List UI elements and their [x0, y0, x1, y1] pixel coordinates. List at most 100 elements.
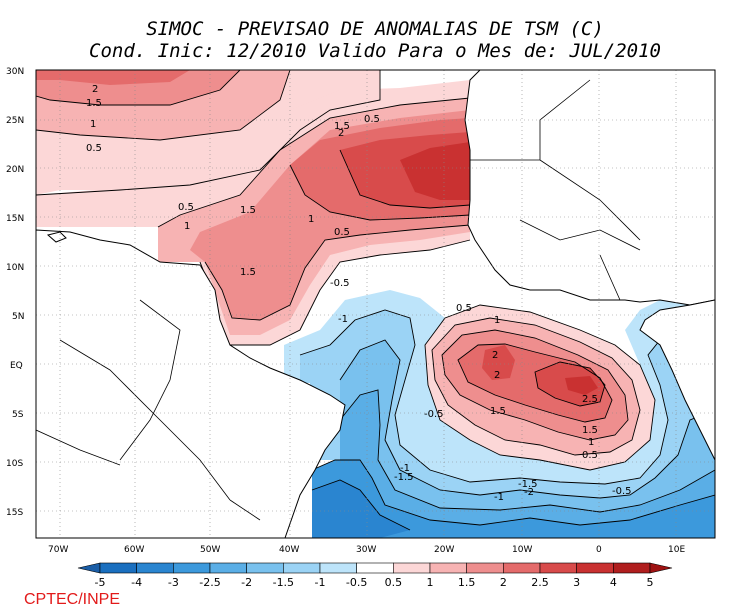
colorbar-swatch [356, 562, 394, 574]
pos-anomaly-guinea-3 [565, 376, 598, 395]
lat-tick-label: 5N [12, 312, 24, 322]
colorbar-label: 1.5 [458, 576, 476, 589]
contour-label: 1.5 [240, 205, 256, 216]
lat-axis: 30N 25N 20N 15N 10N 5N EQ 5S 10S 15S [6, 67, 24, 518]
contour-line [299, 309, 715, 485]
contour-label: -2 [524, 487, 534, 498]
contour-label: 2 [494, 370, 500, 381]
colorbar-swatch [393, 562, 431, 574]
contour-line [441, 329, 629, 441]
map-title: SIMOC - PREVISAO DE ANOMALIAS DE TSM (C) [146, 18, 604, 40]
contour-label: 0.5 [334, 227, 350, 238]
contour-label: 0.5 [582, 450, 598, 461]
contour-label: -0.5 [330, 278, 350, 289]
lon-tick-label: 40W [279, 545, 299, 555]
lat-tick-label: 30N [6, 67, 24, 77]
contour-labels: 2 1.5 1 0.5 1.5 2 0.5 0.5 1 1.5 1 0.5 1.… [86, 84, 632, 503]
colorbar-swatch [613, 562, 651, 574]
contour-line [36, 70, 241, 106]
colorbar-label: 0.5 [385, 576, 403, 589]
colorbar-label: -0.5 [346, 576, 367, 589]
contour-label: 1 [90, 119, 96, 130]
contour-line [311, 459, 715, 526]
colorbar-label: -2.5 [199, 576, 220, 589]
country-borders [36, 79, 641, 521]
lat-tick-label: 20N [6, 165, 24, 175]
contour-label: 0.5 [364, 114, 380, 125]
colorbar-label: -1 [315, 576, 326, 589]
contour-label: 1.5 [240, 267, 256, 278]
colorbar-swatch [99, 562, 137, 574]
contour-label: 1 [308, 214, 314, 225]
colorbar-swatch [283, 562, 321, 574]
colorbar-swatch [539, 562, 577, 574]
contour-label: 2 [492, 350, 498, 361]
colorbar-swatch [246, 562, 284, 574]
contour-line [311, 479, 411, 531]
contour-line [457, 343, 613, 423]
contour-line [157, 97, 471, 228]
colorbar-swatch [173, 562, 211, 574]
contour-label: 1.5 [582, 425, 598, 436]
contour-label: 1 [494, 315, 500, 326]
contour-lines [36, 70, 715, 531]
lon-tick-label: 20W [434, 545, 454, 555]
colorbar-swatch [136, 562, 174, 574]
contour-label: -1 [494, 492, 504, 503]
lon-tick-label: 0 [596, 545, 602, 555]
lat-tick-label: 15S [6, 508, 23, 518]
credit-label: CPTEC/INPE [24, 591, 121, 608]
contour-label: -1.5 [394, 472, 414, 483]
colorbar-swatch [319, 562, 357, 574]
contour-line [339, 389, 715, 513]
colorbar-label: 4 [610, 576, 617, 589]
africa [464, 70, 715, 306]
pos-anomaly-central-3 [400, 142, 470, 200]
contour-label: 1.5 [334, 121, 350, 132]
contour-label: 0.5 [86, 143, 102, 154]
border [539, 159, 641, 241]
map-subtitle: Cond. Inic: 12/2010 Valido Para o Mes de… [89, 40, 661, 62]
contour-line [339, 149, 471, 209]
lon-tick-label: 60W [124, 545, 144, 555]
border [229, 499, 261, 521]
contour-label: -0.5 [424, 409, 444, 420]
contour-label: 1.5 [490, 406, 506, 417]
lat-tick-label: 25N [6, 116, 24, 126]
neg-anomaly-15 [340, 340, 715, 538]
colorbar-label: -3 [168, 576, 179, 589]
colorbar-label: 3 [573, 576, 580, 589]
colorbar-label: -1.5 [273, 576, 294, 589]
contour-label: 0.5 [178, 202, 194, 213]
colorbar-swatch [209, 562, 247, 574]
lon-tick-label: 10W [512, 545, 532, 555]
contour-label: 2.5 [582, 394, 598, 405]
colorbar-swatch [576, 562, 614, 574]
border [599, 254, 621, 301]
contour-line [36, 70, 291, 141]
border [36, 429, 121, 466]
colorbar-swatch [429, 562, 467, 574]
contour-label: -1 [400, 463, 410, 474]
colorbar-swatch [503, 562, 541, 574]
land-masses [36, 70, 715, 538]
colorbar-label: -5 [95, 576, 106, 589]
lon-tick-label: 50W [200, 545, 220, 555]
contour-label: -0.5 [612, 486, 632, 497]
contour-label: 2 [92, 84, 98, 95]
contour-line [534, 361, 606, 407]
lat-tick-label: 10S [6, 459, 23, 469]
africa-south-coast [639, 299, 715, 461]
contour-label: 1.5 [86, 98, 102, 109]
lat-tick-label: 5S [12, 410, 24, 420]
contour-label: -1.5 [518, 479, 538, 490]
contour-label: -1 [338, 314, 348, 325]
contour-line [204, 224, 471, 321]
neg-anomaly-3 [312, 480, 410, 538]
lon-tick-label: 30W [356, 545, 376, 555]
contour-label: 1 [184, 221, 190, 232]
pos-anomaly-nw-2 [36, 70, 190, 85]
colorbar-label: 1 [427, 576, 434, 589]
contour-line [424, 304, 656, 471]
